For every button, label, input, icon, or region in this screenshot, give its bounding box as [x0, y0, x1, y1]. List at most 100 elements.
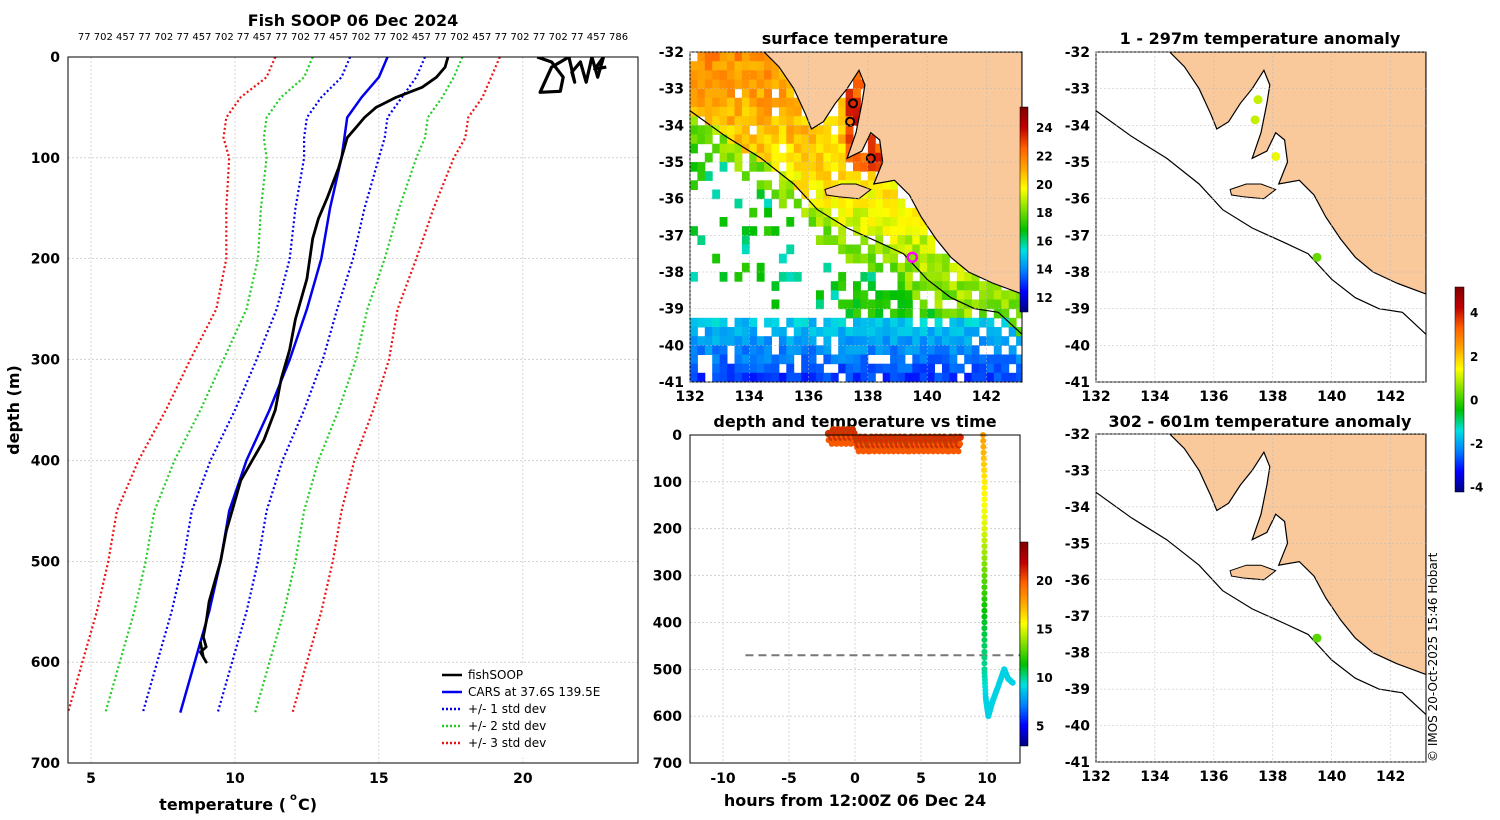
sst-cell — [808, 134, 817, 145]
sst-cell — [845, 107, 854, 117]
sst-cell — [942, 363, 950, 374]
sst-cell — [1008, 372, 1017, 382]
sst-cell — [727, 336, 735, 346]
sst-cell — [942, 345, 950, 355]
sst-cell — [838, 317, 847, 328]
anomaly-point — [1250, 115, 1260, 125]
sst-cell — [771, 70, 780, 80]
sst-cell — [764, 317, 772, 328]
sst-cell — [949, 336, 958, 346]
std-1-upper-line — [216, 57, 427, 713]
sst-cell — [890, 354, 898, 365]
cast-sample-point — [981, 514, 988, 520]
sst-cell — [971, 272, 980, 282]
sst-cell — [704, 88, 713, 99]
sst-cell — [964, 354, 973, 365]
sst-cell — [749, 207, 758, 218]
sst-cell — [897, 308, 906, 319]
lat-tick-label: -36 — [1065, 192, 1090, 208]
sst-cell — [734, 97, 743, 108]
sst-cell — [690, 70, 698, 80]
x-tick-label: 20 — [513, 771, 533, 787]
anomaly-shallow-points — [1250, 95, 1322, 262]
sst-cell — [756, 363, 765, 374]
sst-cell — [882, 336, 891, 346]
sst-cell — [816, 363, 824, 374]
sst-cell — [756, 125, 765, 135]
sst-cell — [897, 198, 906, 209]
sst-cell — [749, 226, 758, 236]
cast-sample-point — [981, 549, 988, 556]
sst-cell — [719, 162, 728, 172]
profile-panel: Fish SOOP 06 Dec 2024 77 702 457 77 702 … — [4, 11, 639, 814]
sst-cell — [838, 272, 847, 282]
sst-cell — [890, 253, 898, 264]
sst-cell — [875, 345, 884, 355]
sst-cell — [704, 61, 713, 71]
sst-cell — [786, 189, 795, 200]
sst-cell — [808, 363, 817, 374]
cast-sample-point — [981, 625, 988, 632]
anomaly-shallow-ticks: 132 134 136 138 140 142 -32 -33 -34 -35 -36 -37 -38 -… — [1065, 45, 1426, 405]
sst-cell — [727, 363, 735, 374]
sst-cell — [934, 317, 943, 328]
sst-cell — [845, 244, 854, 255]
sst-cell — [690, 317, 698, 328]
anomaly-shallow-land — [1096, 52, 1426, 335]
sst-cell — [1016, 290, 1022, 300]
sst-cell — [882, 226, 891, 236]
sst-cell — [934, 345, 943, 355]
sst-cell — [904, 235, 913, 245]
sst-cell — [971, 345, 980, 355]
sst-cell — [786, 345, 795, 355]
sst-cell — [734, 79, 743, 90]
sst-cell — [771, 125, 780, 135]
sst-cell — [741, 327, 750, 337]
sst-cell — [778, 354, 787, 365]
sst-cell — [860, 327, 869, 337]
sst-cell — [749, 61, 758, 71]
sst-cell — [830, 327, 839, 337]
sst-cell — [749, 88, 758, 99]
sst-cell — [719, 143, 728, 154]
sst-cell — [986, 336, 995, 346]
sst-cell — [756, 372, 765, 382]
sst-cell — [786, 336, 795, 346]
sst-cell — [934, 327, 943, 337]
sst-cell — [830, 152, 839, 163]
lat-tick-label: -34 — [1065, 118, 1091, 134]
sst-cell — [690, 162, 698, 172]
sst-cell — [749, 70, 758, 80]
sst-cell — [741, 88, 750, 99]
sst-cell — [845, 336, 854, 346]
sst-cell — [793, 97, 802, 108]
sst-cell — [927, 262, 935, 273]
sst-cell — [890, 226, 898, 236]
sst-cell — [860, 198, 869, 209]
sst-cell — [823, 336, 832, 346]
sst-cell — [860, 180, 869, 190]
sst-cell — [808, 217, 817, 227]
cast-sample-point — [981, 631, 988, 638]
sst-cell — [979, 281, 987, 291]
cast-sample-point — [981, 637, 988, 643]
sst-cell — [1001, 354, 1010, 365]
sst-cell — [853, 79, 861, 90]
sst-cell — [749, 336, 758, 346]
sst-cell — [690, 61, 698, 71]
sst-cell — [734, 198, 743, 209]
anomaly-point — [1253, 95, 1263, 105]
lat-tick-label: -33 — [659, 82, 684, 98]
sst-cell — [986, 372, 995, 382]
sst-cell — [986, 281, 995, 291]
sst-cell — [949, 363, 958, 374]
sst-cell — [942, 272, 950, 282]
sst-cell — [860, 253, 869, 264]
time-series-grid — [690, 434, 1020, 764]
sst-cell — [949, 372, 958, 382]
sst-cell — [867, 272, 876, 282]
sst-map-ticks: 132 134 136 138 140 142 -32 -33 -34 -35 -36 -37 -38 -… — [659, 45, 1022, 405]
y-tick-label: 200 — [31, 252, 60, 268]
sst-cell — [904, 336, 913, 346]
anomaly-deep-land — [1096, 434, 1426, 716]
